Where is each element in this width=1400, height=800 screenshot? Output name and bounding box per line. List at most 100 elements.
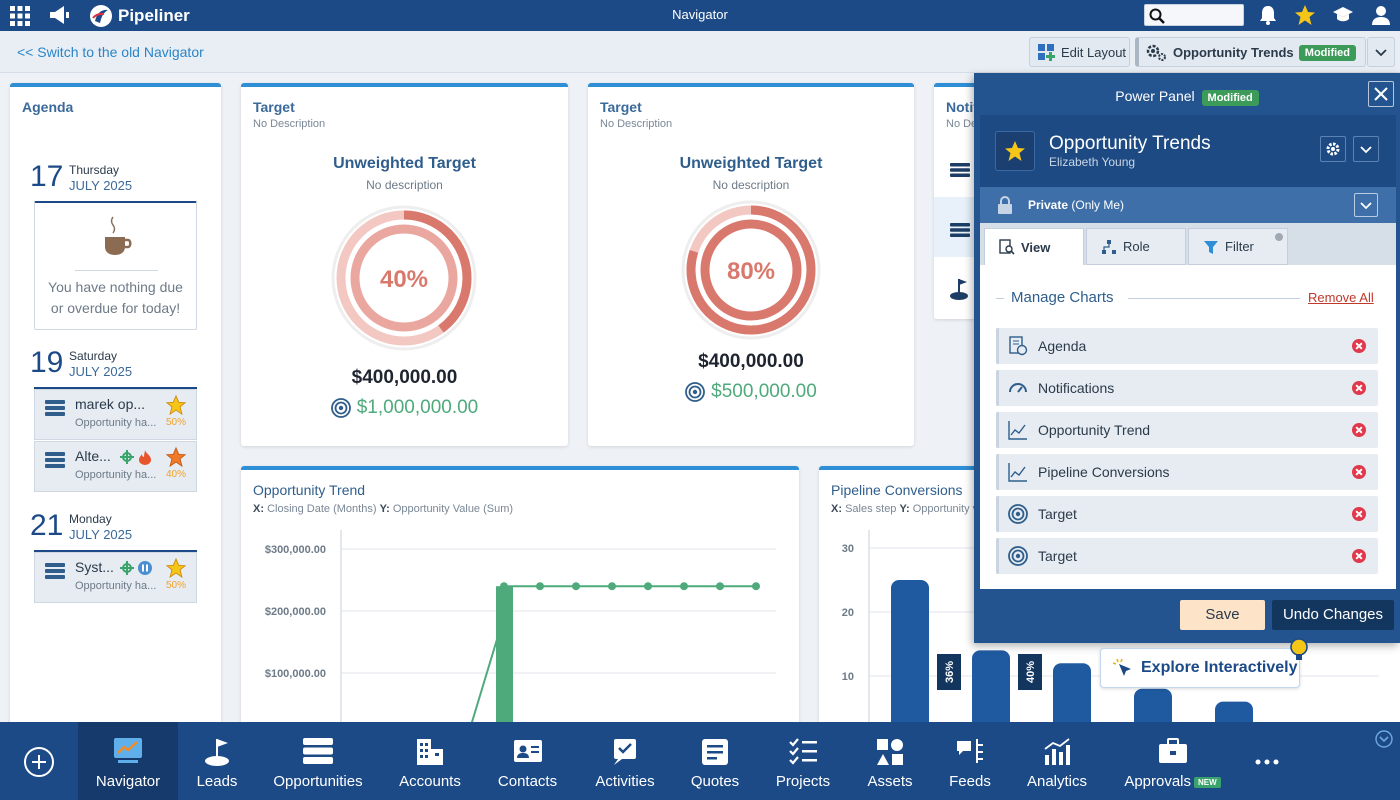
trend-chart-plot: $300,000.00 $200,000.00 $100,000.00 [265, 530, 776, 746]
remove-chart-icon[interactable] [1352, 339, 1366, 353]
edit-layout-label: Edit Layout [1061, 44, 1127, 60]
graduation-cap-icon[interactable] [1332, 4, 1354, 26]
tab-filter[interactable]: Filter [1188, 228, 1288, 265]
chart-list-item[interactable]: Target [996, 538, 1378, 574]
chart-list-item[interactable]: Agenda [996, 328, 1378, 364]
favorite-button[interactable] [995, 131, 1035, 171]
remove-chart-icon[interactable] [1352, 381, 1366, 395]
add-button[interactable] [0, 722, 78, 800]
megaphone-icon[interactable] [48, 5, 70, 25]
nav-activities[interactable]: Activities [585, 722, 665, 800]
user-icon[interactable] [1370, 4, 1392, 26]
privacy-selector[interactable]: Private (Only Me) [980, 187, 1396, 223]
chart-list-item[interactable]: Notifications [996, 370, 1378, 406]
nav-accounts[interactable]: Accounts [390, 722, 470, 800]
tab-role[interactable]: Role [1086, 228, 1186, 265]
close-panel-button[interactable] [1368, 81, 1394, 107]
nav-opportunities[interactable]: Opportunities [266, 722, 370, 800]
nav-navigator[interactable]: Navigator [78, 722, 178, 800]
save-button[interactable]: Save [1180, 600, 1265, 630]
star-icon [166, 395, 186, 415]
gauge-percent: 40% [380, 266, 428, 293]
agenda-item[interactable]: marek op... Opportunity ha... 50% [34, 389, 197, 440]
nav-contacts[interactable]: Contacts [489, 722, 566, 800]
nav-label: Quotes [690, 773, 740, 790]
line-chart-icon [1008, 421, 1027, 440]
remove-chart-icon[interactable] [1352, 507, 1366, 521]
org-chart-icon [1102, 239, 1116, 254]
collapse-chevron-icon[interactable] [1375, 730, 1393, 748]
target-subtitle: No Description [253, 118, 326, 130]
nav-label: Leads [196, 773, 238, 790]
edit-layout-icon [1038, 44, 1055, 61]
agenda-item[interactable]: Alte... Opportunity ha... 40% [34, 441, 197, 492]
privacy-dropdown-button[interactable] [1354, 193, 1378, 217]
header-expand-button[interactable] [1353, 136, 1379, 162]
nav-leads[interactable]: Leads [178, 722, 256, 800]
tab-view[interactable]: View [984, 228, 1084, 265]
nav-quotes[interactable]: Quotes [680, 722, 750, 800]
target-description: No description [366, 178, 443, 192]
agenda-item-type: Opportunity ha... [75, 469, 157, 481]
bottom-navigation: Navigator Leads Opportunities Accounts C… [0, 722, 1400, 800]
chart-list-item[interactable]: Target [996, 496, 1378, 532]
search-input[interactable] [1144, 4, 1244, 26]
pipeliner-logo[interactable]: Pipeliner [88, 4, 190, 28]
coffee-cup-icon [105, 216, 132, 255]
quotes-icon [702, 739, 728, 765]
settings-button[interactable] [1320, 136, 1346, 162]
remove-all-link[interactable]: Remove All [1308, 290, 1374, 305]
undo-changes-button[interactable]: Undo Changes [1272, 600, 1394, 630]
trend-chart-title: Opportunity Trend [253, 482, 366, 498]
edit-layout-button[interactable]: Edit Layout [1029, 37, 1130, 67]
agenda-item-name: Alte... [75, 448, 111, 464]
opportunity-icon [45, 563, 65, 579]
target-title: Target [600, 99, 642, 115]
remove-chart-icon[interactable] [1352, 465, 1366, 479]
remove-chart-icon[interactable] [1352, 423, 1366, 437]
star-icon[interactable] [1294, 4, 1316, 26]
remove-chart-icon[interactable] [1352, 549, 1366, 563]
target-title: Target [253, 99, 295, 115]
nav-feeds[interactable]: Feeds [935, 722, 1005, 800]
nav-approvals[interactable]: Approvals NEW [1115, 722, 1230, 800]
shapes-icon [877, 739, 903, 765]
y-tick-label: 20 [842, 607, 854, 619]
lightbulb-icon [1290, 638, 1308, 660]
nav-projects[interactable]: Projects [768, 722, 838, 800]
target-goal-value: $500,000.00 [711, 381, 817, 402]
agenda-item[interactable]: Syst... Opportunity ha... 50% [34, 552, 197, 603]
gear-icon [1326, 142, 1340, 156]
dashboard-selector[interactable]: Opportunity Trends Modified [1135, 37, 1366, 67]
chart-list-item-label: Agenda [1038, 338, 1087, 354]
target-icon [685, 382, 706, 402]
modified-badge: Modified [1201, 90, 1259, 106]
apps-grid-icon[interactable] [10, 6, 30, 26]
power-panel-title-text: Power Panel [1115, 88, 1195, 104]
chart-list-item[interactable]: Opportunity Trend [996, 412, 1378, 448]
close-icon [1374, 87, 1388, 101]
bell-icon[interactable] [1257, 4, 1279, 26]
manage-charts-title: Manage Charts [1011, 289, 1114, 306]
pipeliner-logo-icon [90, 5, 112, 27]
switch-old-navigator-link[interactable]: << Switch to the old Navigator [17, 44, 204, 60]
power-panel: Power Panel Modified Opportunity Trends … [974, 73, 1400, 643]
target-icon [1008, 546, 1028, 566]
nav-label: Opportunities [273, 773, 363, 790]
conversion-label-box [1018, 654, 1042, 690]
privacy-detail: (Only Me) [1068, 198, 1125, 212]
chart-list-item-label: Target [1038, 548, 1077, 564]
power-panel-title: Power Panel Modified [974, 88, 1400, 106]
nav-more[interactable] [1240, 722, 1294, 800]
day-month: JULY 2025 [69, 527, 133, 542]
nav-assets[interactable]: Assets [855, 722, 925, 800]
gauge-inner-ring [700, 219, 802, 321]
explore-interactively-button[interactable]: Explore Interactively [1100, 648, 1300, 688]
x-axis-label: Sales step [845, 503, 897, 515]
manage-charts-section: Manage Charts Remove All Agenda Notifica… [980, 265, 1396, 589]
nav-analytics[interactable]: Analytics [1020, 722, 1094, 800]
chart-list-item[interactable]: Pipeline Conversions [996, 454, 1378, 490]
dashboard-dropdown-button[interactable] [1367, 37, 1395, 67]
agenda-icon [1009, 336, 1028, 356]
trend-point [644, 582, 652, 591]
